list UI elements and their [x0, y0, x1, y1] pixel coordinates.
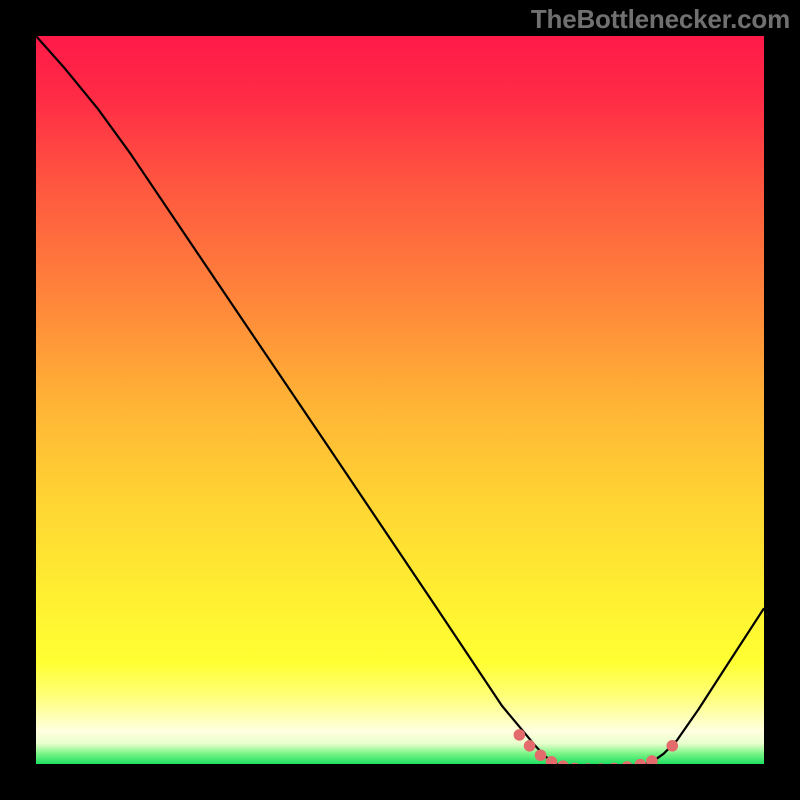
plot-area: [36, 36, 764, 764]
optimal-marker: [535, 749, 547, 761]
optimal-marker: [524, 740, 536, 752]
plot-svg: [36, 36, 764, 764]
optimal-marker: [666, 740, 678, 752]
optimal-marker: [514, 729, 526, 741]
gradient-background: [36, 36, 764, 764]
watermark-text: TheBottlenecker.com: [531, 4, 790, 35]
